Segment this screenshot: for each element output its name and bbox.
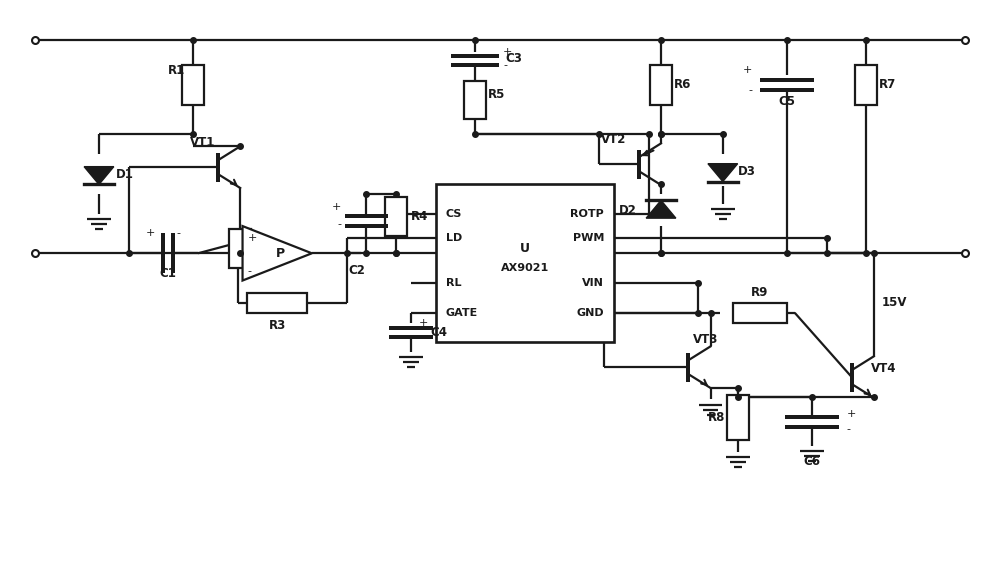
Text: -: - bbox=[338, 219, 342, 228]
Text: C6: C6 bbox=[803, 455, 820, 468]
Bar bbox=[247, 293, 307, 313]
Bar bbox=[855, 65, 877, 105]
Text: C1: C1 bbox=[160, 266, 177, 279]
Text: R4: R4 bbox=[411, 210, 428, 223]
Text: -: - bbox=[503, 60, 507, 70]
Text: R5: R5 bbox=[488, 89, 505, 101]
Text: RL: RL bbox=[446, 278, 461, 288]
Bar bbox=[650, 65, 672, 105]
Text: PWM: PWM bbox=[573, 233, 604, 244]
Bar bbox=[385, 197, 407, 236]
Text: +: + bbox=[419, 318, 428, 328]
Text: C4: C4 bbox=[431, 326, 448, 339]
Text: U: U bbox=[520, 242, 530, 255]
Text: R2: R2 bbox=[253, 242, 270, 255]
Text: GND: GND bbox=[576, 308, 604, 318]
Text: -: - bbox=[176, 228, 180, 239]
Text: R7: R7 bbox=[879, 78, 897, 91]
Bar bbox=[727, 395, 749, 440]
Text: D2: D2 bbox=[618, 204, 636, 217]
Bar bbox=[733, 303, 787, 323]
Text: VT1: VT1 bbox=[190, 136, 216, 149]
Text: P: P bbox=[276, 247, 285, 260]
Bar bbox=[464, 81, 486, 119]
Text: R1: R1 bbox=[168, 64, 186, 77]
Text: R6: R6 bbox=[674, 78, 691, 91]
Text: D1: D1 bbox=[116, 168, 134, 181]
Text: C3: C3 bbox=[505, 52, 522, 65]
Text: C5: C5 bbox=[779, 95, 796, 108]
Text: 15V: 15V bbox=[881, 296, 907, 310]
Text: VT4: VT4 bbox=[871, 362, 897, 375]
Text: +: + bbox=[247, 233, 257, 244]
Text: +: + bbox=[146, 228, 155, 239]
Text: VT2: VT2 bbox=[601, 133, 627, 146]
Text: AX9021: AX9021 bbox=[501, 263, 549, 273]
Text: -: - bbox=[847, 424, 851, 435]
Text: R9: R9 bbox=[751, 286, 769, 299]
Text: CS: CS bbox=[446, 208, 462, 219]
Text: VT3: VT3 bbox=[693, 333, 718, 346]
Text: LD: LD bbox=[446, 233, 462, 244]
Text: -: - bbox=[419, 332, 423, 343]
Text: R8: R8 bbox=[708, 411, 725, 424]
Text: +: + bbox=[743, 65, 753, 75]
Polygon shape bbox=[84, 166, 114, 185]
Text: +: + bbox=[332, 202, 342, 212]
Polygon shape bbox=[646, 201, 676, 218]
Text: VIN: VIN bbox=[582, 278, 604, 288]
Bar bbox=[182, 65, 204, 105]
Polygon shape bbox=[243, 226, 312, 281]
Text: +: + bbox=[503, 47, 512, 57]
Bar bbox=[436, 184, 614, 343]
Text: -: - bbox=[749, 85, 753, 95]
Polygon shape bbox=[708, 164, 738, 182]
Text: -: - bbox=[247, 266, 251, 276]
Text: C2: C2 bbox=[348, 264, 365, 277]
Text: +: + bbox=[847, 409, 856, 419]
Text: ROTP: ROTP bbox=[570, 208, 604, 219]
Bar bbox=[229, 228, 251, 268]
Text: D3: D3 bbox=[738, 165, 756, 178]
Text: GATE: GATE bbox=[446, 308, 478, 318]
Text: R3: R3 bbox=[269, 319, 286, 332]
